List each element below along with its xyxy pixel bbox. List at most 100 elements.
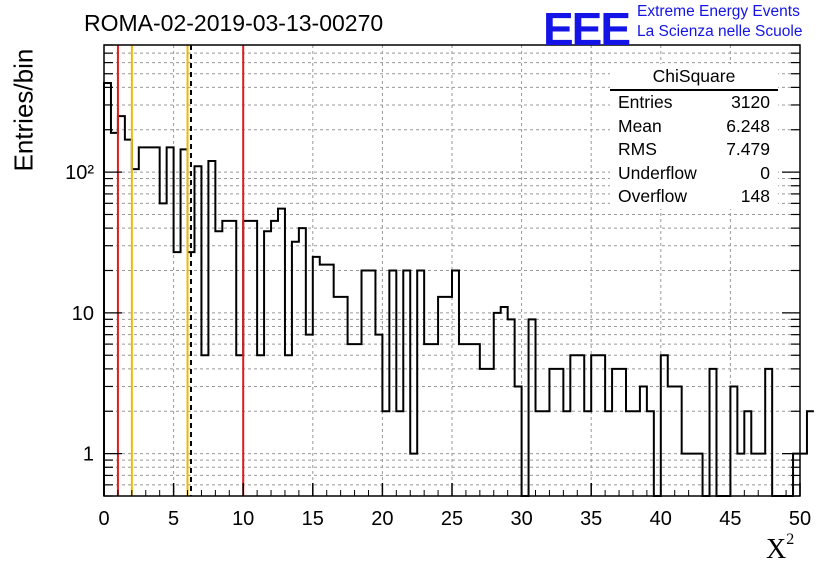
histogram-bin — [396, 411, 403, 496]
histogram-bin — [445, 297, 452, 496]
y-axis-label: Entries/bin — [8, 48, 39, 172]
histogram-bin — [800, 454, 807, 496]
histogram-bin — [529, 319, 536, 496]
histogram-bin — [299, 228, 306, 496]
stats-row-mean: Mean 6.248 — [610, 115, 778, 139]
histogram-bin — [160, 203, 167, 496]
histogram-bin — [111, 133, 118, 496]
histogram-bin — [355, 344, 362, 496]
logo-line-2: La Scienza nelle Scuole — [637, 23, 803, 40]
histogram-bin — [278, 209, 285, 496]
histogram-bin — [292, 242, 299, 496]
stats-title: ChiSquare — [610, 64, 778, 91]
histogram-bin — [452, 271, 459, 497]
stats-key: Mean — [618, 115, 662, 136]
histogram-bin — [271, 221, 278, 496]
stats-value: 3120 — [731, 92, 770, 112]
histogram-bin — [208, 161, 215, 496]
histogram-bin — [542, 411, 549, 496]
histogram-bin — [556, 369, 563, 496]
histogram-bin — [368, 271, 375, 497]
histogram-bin — [348, 344, 355, 496]
histogram-bin — [598, 355, 605, 496]
stats-value: 6.248 — [726, 115, 770, 136]
histogram-bin — [619, 369, 626, 496]
stats-value: 148 — [740, 186, 770, 206]
histogram-bin — [424, 344, 431, 496]
histogram-bin — [515, 386, 522, 496]
y-tick-label: 10 — [72, 303, 94, 325]
histogram-bin — [549, 369, 556, 496]
histogram-bin — [375, 335, 382, 496]
x-tick-label: 5 — [168, 508, 179, 530]
histogram-bin — [341, 297, 348, 496]
x-axis-ticks: 0 5 10 15 20 25 30 35 40 45 50 — [98, 483, 811, 530]
stats-key: RMS — [618, 139, 657, 159]
histogram-bin — [501, 307, 508, 496]
x-tick-label: 40 — [650, 508, 672, 530]
eee-logo: EEE — [543, 3, 631, 55]
histogram-bin — [362, 271, 369, 497]
stats-value: 7.479 — [726, 139, 770, 159]
histogram-bin — [167, 147, 174, 496]
histogram-bin — [132, 169, 139, 496]
histogram-bin — [118, 116, 125, 496]
y-tick-label: 1 — [83, 444, 94, 466]
histogram-bin — [647, 411, 654, 496]
histogram-bin — [584, 411, 591, 496]
histogram-bin — [285, 355, 292, 496]
histogram-outline — [103, 81, 814, 497]
histogram-bin — [327, 265, 334, 496]
histogram-bin — [222, 221, 229, 496]
histogram-bin — [174, 252, 181, 496]
stats-box: ChiSquare Entries 3120 Mean 6.248 RMS 7.479… — [610, 64, 778, 209]
histogram-bin — [181, 149, 188, 496]
y-axis-ticks: 1 10 10² — [65, 44, 800, 497]
histogram-bin — [146, 147, 153, 496]
histogram-bin — [320, 265, 327, 496]
stats-row-rms: RMS 7.479 — [610, 138, 778, 162]
histogram-bin — [536, 411, 543, 496]
histogram-bin — [459, 344, 466, 496]
stats-row-underflow: Underflow 0 — [610, 162, 778, 186]
histogram-bin — [563, 411, 570, 496]
histogram-bin — [591, 355, 598, 496]
histogram-bin — [682, 454, 689, 496]
histogram-bin — [612, 369, 619, 496]
stats-row-overflow: Overflow 148 — [610, 185, 778, 209]
x-tick-label: 10 — [232, 508, 254, 530]
histogram-bin — [264, 231, 271, 496]
x-tick-label: 50 — [789, 508, 811, 530]
histogram-bin — [334, 297, 341, 496]
histogram-bin — [431, 344, 438, 496]
histogram-bin — [194, 166, 201, 496]
histogram-bin — [243, 221, 250, 496]
stats-row-entries: Entries 3120 — [610, 91, 778, 115]
histogram-bin — [257, 355, 264, 496]
x-tick-label: 30 — [510, 508, 532, 530]
x-tick-label: 15 — [302, 508, 324, 530]
histogram-bin — [306, 335, 313, 496]
histogram-bin — [466, 344, 473, 496]
histogram-bin — [605, 411, 612, 496]
histogram-bin — [744, 411, 751, 496]
x-tick-label: 45 — [719, 508, 741, 530]
histogram-bin — [236, 355, 243, 496]
marker-lines — [116, 45, 245, 496]
x-tick-label: 0 — [98, 508, 109, 530]
histogram-bin — [139, 147, 146, 496]
histogram-bin — [201, 355, 208, 496]
histogram-bin — [494, 313, 501, 496]
histogram-bin — [417, 271, 424, 497]
histogram-bin — [382, 411, 389, 496]
chart-title: ROMA-02-2019-03-13-00270 — [84, 10, 384, 36]
histogram-bin — [250, 221, 257, 496]
x-axis-label: X2 — [766, 530, 795, 565]
x-tick-label: 25 — [441, 508, 463, 530]
histogram-bin — [410, 454, 417, 496]
histogram-bin — [389, 271, 396, 497]
histogram-bin — [710, 369, 717, 496]
histogram-bin — [807, 411, 814, 496]
histogram-bin — [487, 369, 494, 496]
